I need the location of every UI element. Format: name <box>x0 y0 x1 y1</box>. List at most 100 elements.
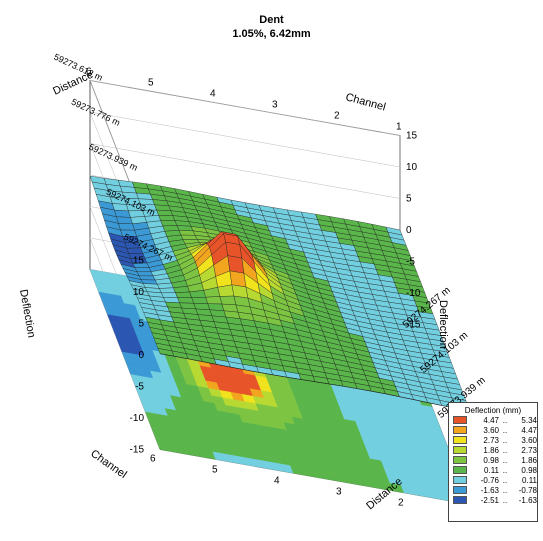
surface-cell <box>136 192 153 200</box>
legend-high: -1.63 <box>518 495 537 505</box>
channel-tick-bottom: 2 <box>398 498 404 509</box>
distance-label-top: Distance <box>51 69 95 98</box>
legend-swatch <box>453 476 467 484</box>
legend-row: -2.51.. -1.63 <box>453 495 537 505</box>
deflection-tick-left: 10 <box>133 287 145 298</box>
legend-swatch <box>453 426 467 434</box>
deflection-label-right: Deflection <box>437 300 449 349</box>
legend-high: 0.11 <box>522 475 537 485</box>
legend-dots: .. <box>502 425 508 435</box>
surface-cell <box>191 297 209 304</box>
channel-tick-bottom: 3 <box>336 487 342 498</box>
legend-dots: .. <box>502 415 508 425</box>
legend-swatch <box>453 466 467 474</box>
legend-dots: .. <box>502 485 508 495</box>
gridline <box>89 111 401 168</box>
channel-tick-bottom: 6 <box>150 454 156 465</box>
deflection-tick-left: 0 <box>138 350 144 361</box>
surface-cell <box>156 209 174 216</box>
legend-row: 2.73.. 3.60 <box>453 435 537 445</box>
legend-title: Deflection (mm) <box>464 406 522 415</box>
distance-tick-top: 59273.776 m <box>70 97 122 128</box>
deflection-tick-left: 5 <box>138 319 144 330</box>
channel-tick-top: 6 <box>86 67 92 78</box>
legend-swatch <box>453 416 467 424</box>
legend-low: -2.51 <box>480 495 499 505</box>
deflection-surface <box>89 175 471 412</box>
deflection-tick-right: 5 <box>406 194 412 205</box>
legend-swatch <box>453 436 467 444</box>
channel-tick-bottom: 4 <box>274 476 280 487</box>
deflection-tick-right: 0 <box>406 225 412 236</box>
legend-high: 5.34 <box>521 415 537 425</box>
legend-row: -0.76.. 0.11 <box>453 475 537 485</box>
chart-title: Dent <box>259 14 284 26</box>
legend-dots: .. <box>502 465 508 475</box>
surface-front-edge <box>159 353 471 412</box>
surface-cell <box>136 271 154 277</box>
legend-swatch <box>453 496 467 504</box>
surface-cell <box>161 292 178 298</box>
channel-label-top: Channel <box>344 91 387 113</box>
deflection-tick-right: -5 <box>406 257 415 268</box>
surface-cell <box>159 287 176 294</box>
surface-cell <box>219 295 237 306</box>
deflection-label-left: Deflection <box>17 288 37 338</box>
legend-high: 2.73 <box>521 445 537 455</box>
channel-tick-top: 4 <box>210 89 216 100</box>
legend-swatch <box>453 446 467 454</box>
legend-dots: .. <box>502 475 508 485</box>
legend-low: 2.73 <box>483 435 499 445</box>
deflection-tick-left: -5 <box>135 382 144 393</box>
gridline <box>89 143 401 199</box>
legend-row: 4.47.. 5.34 <box>453 415 537 425</box>
surface-cell <box>229 270 247 288</box>
surface-cell <box>177 297 194 304</box>
surface-cell <box>180 234 198 240</box>
legend-rows: 4.47.. 5.34 3.60.. 4.47 2.73.. 3.60 1.86.. 2.73… <box>449 415 537 505</box>
legend-high: -0.78 <box>518 485 537 495</box>
legend-high: 3.60 <box>521 435 537 445</box>
legend-swatch <box>453 486 467 494</box>
deflection-tick-left: -10 <box>130 413 145 424</box>
legend-low: 0.11 <box>484 465 499 475</box>
legend-high: 0.98 <box>521 465 537 475</box>
surface-cell <box>178 230 196 236</box>
channel-tick-top: 2 <box>334 111 340 122</box>
legend: Deflection (mm) 4.47.. 5.34 3.60.. 4.47 2.73… <box>448 402 538 522</box>
channel-tick-top: 3 <box>272 100 278 111</box>
legend-row: 1.86.. 2.73 <box>453 445 537 455</box>
chart-subtitle: 1.05%, 6.42mm <box>232 28 311 40</box>
distance-tick-top: 59273.939 m <box>87 142 139 173</box>
channel-label-bottom: Channel <box>88 448 128 481</box>
channel-tick-bottom: 5 <box>212 465 218 476</box>
legend-dots: .. <box>502 455 508 465</box>
legend-low: 1.86 <box>483 445 499 455</box>
deflection-tick-right: 15 <box>406 131 418 142</box>
channel-tick-top: 1 <box>396 122 402 133</box>
legend-row: 0.11.. 0.98 <box>453 465 537 475</box>
legend-low: -1.63 <box>480 485 499 495</box>
chart-title-block: Dent 1.05%, 6.42mm <box>0 13 543 41</box>
legend-low: 0.98 <box>483 455 499 465</box>
surface-cell <box>134 267 152 272</box>
surface-cell <box>154 204 172 211</box>
legend-row: 3.60.. 4.47 <box>453 425 537 435</box>
legend-high: 1.86 <box>521 455 537 465</box>
gridline <box>89 80 401 136</box>
legend-dots: .. <box>502 495 508 505</box>
deflection-tick-left: 15 <box>133 256 145 267</box>
surface-cell <box>114 209 131 218</box>
surface-cell <box>116 216 133 225</box>
legend-row: 0.98.. 1.86 <box>453 455 537 465</box>
deflection-tick-right: -10 <box>406 288 421 299</box>
legend-dots: .. <box>502 435 508 445</box>
deflection-tick-right: -15 <box>406 320 421 331</box>
deflection-tick-left: -15 <box>130 445 145 456</box>
surface-cell <box>227 255 245 274</box>
channel-tick-top: 5 <box>148 78 154 89</box>
deflection-tick-right: 10 <box>406 162 418 173</box>
surface-cell <box>138 275 156 281</box>
floor-cell <box>156 441 172 452</box>
legend-row: -1.63.. -0.78 <box>453 485 537 495</box>
